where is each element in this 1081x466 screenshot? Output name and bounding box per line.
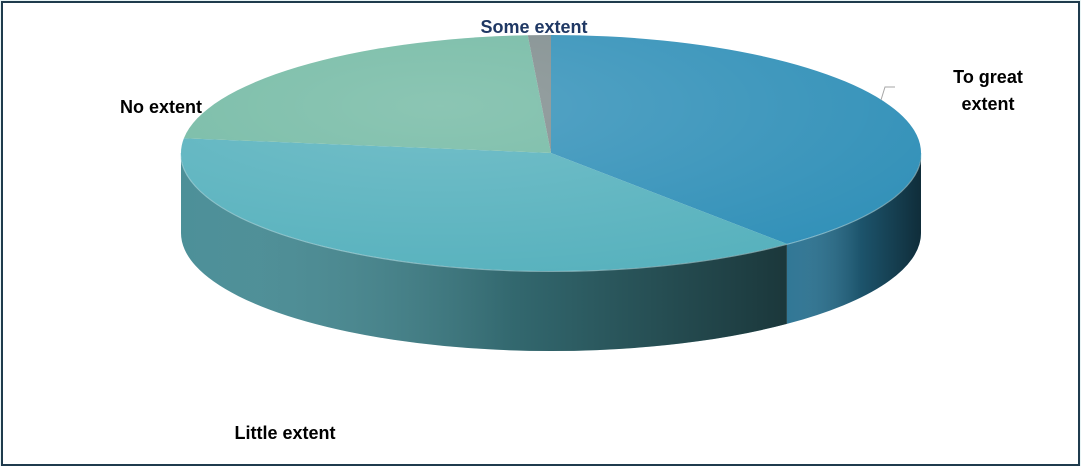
pie-top-shine (181, 35, 921, 271)
data-label-no-extent: No extent (120, 97, 202, 117)
data-label-some-extent: Some extent (480, 17, 587, 37)
data-label-to-great-extent: To great extent (953, 67, 1023, 114)
leader-line-to-great-extent (880, 86, 895, 101)
pie-chart: To great extent Little extent No extent Some… (120, 17, 1023, 443)
pie-side-shade-to-great-extent (786, 153, 922, 324)
data-label-little-extent: Little extent (234, 423, 335, 443)
pie-side-shade-little-extent (180, 153, 787, 351)
